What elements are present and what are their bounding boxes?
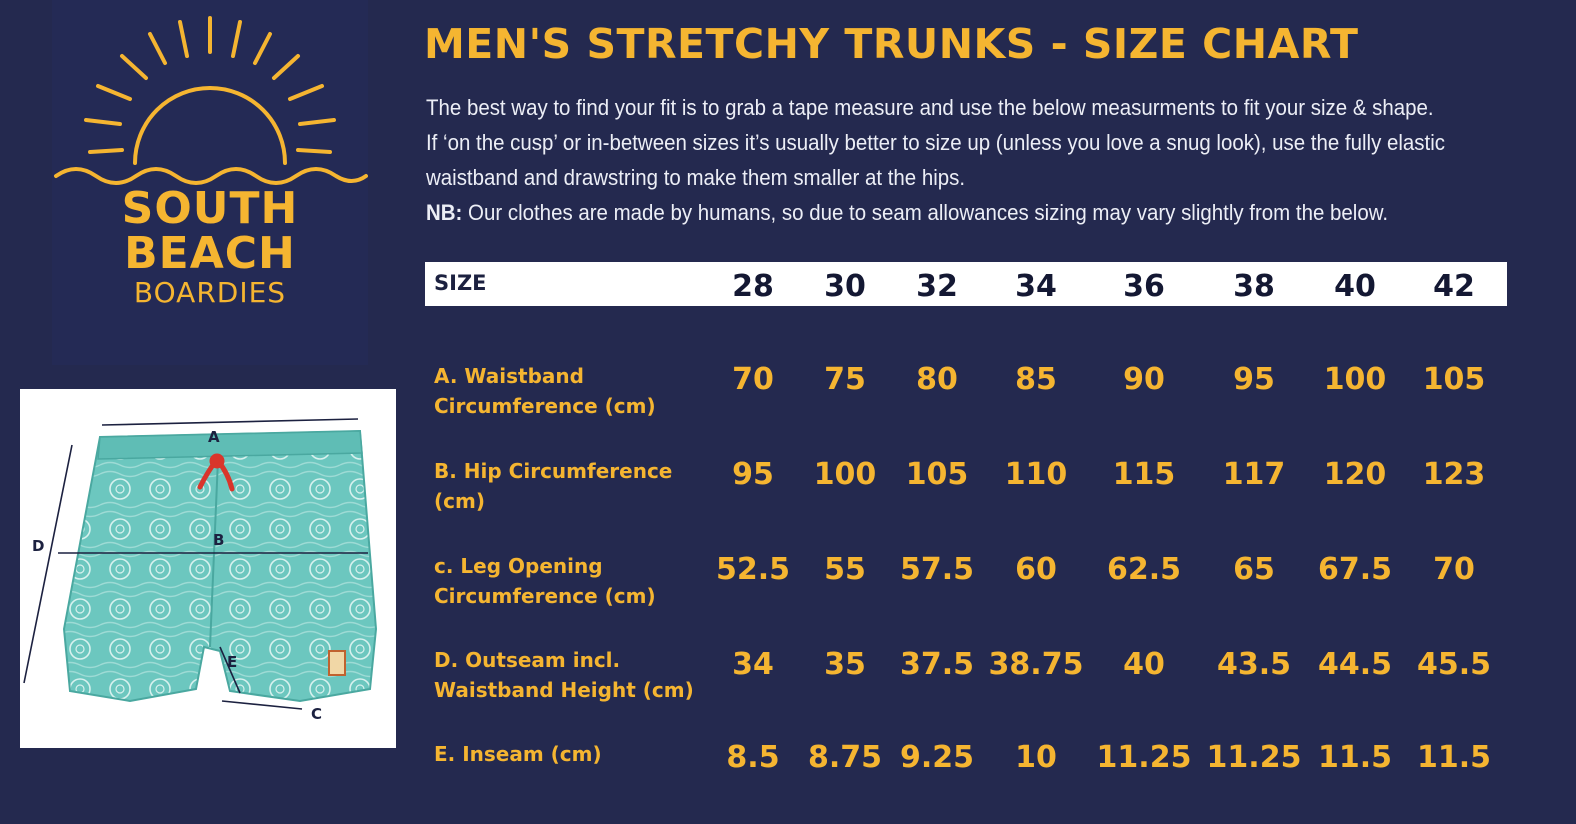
table-cell: 65: [1233, 552, 1275, 587]
table-cell: 115: [1112, 457, 1176, 492]
diagram-label-c: C: [311, 705, 323, 723]
table-cell: 11.5: [1317, 740, 1393, 775]
table-cell: 57.5: [899, 552, 975, 587]
table-cell: 52.5: [715, 552, 791, 587]
table-cell: 85: [1015, 362, 1057, 397]
table-cell: 105: [1422, 362, 1486, 397]
table-cell: 67.5: [1317, 552, 1393, 587]
table-cell: 62.5: [1106, 552, 1182, 587]
row-label-hip: B. Hip Circumference (cm): [434, 456, 714, 516]
size-40: 40: [1334, 269, 1376, 304]
row-label-waistband: A. Waistband Circumference (cm): [434, 361, 714, 421]
table-cell: 37.5: [899, 647, 975, 682]
row-label-line: Circumference (cm): [434, 394, 656, 418]
size-34: 34: [1015, 269, 1057, 304]
table-cell: 44.5: [1317, 647, 1393, 682]
row-label-line: A. Waistband: [434, 364, 584, 388]
measurement-diagram: A B C D E: [20, 389, 396, 748]
table-cell: 11.25: [1096, 740, 1192, 775]
table-cell: 40: [1123, 647, 1165, 682]
size-32: 32: [916, 269, 958, 304]
intro-text: The best way to find your fit is to grab…: [426, 90, 1486, 230]
table-cell: 100: [813, 457, 877, 492]
row-label-outseam: D. Outseam incl. Waistband Height (cm): [434, 645, 714, 705]
size-36: 36: [1123, 269, 1165, 304]
drawstring-icon: [197, 453, 235, 492]
table-cell: 8.75: [807, 740, 883, 775]
table-cell: 120: [1323, 457, 1387, 492]
row-label-leg-opening: c. Leg Opening Circumference (cm): [434, 551, 714, 611]
table-cell: 117: [1222, 457, 1286, 492]
nb-label: NB:: [426, 200, 463, 225]
table-cell: 100: [1323, 362, 1387, 397]
table-cell: 34: [732, 647, 774, 682]
table-cell: 9.25: [899, 740, 975, 775]
diagram-label-e: E: [227, 653, 238, 671]
size-42: 42: [1433, 269, 1475, 304]
table-cell: 80: [916, 362, 958, 397]
table-cell: 43.5: [1216, 647, 1292, 682]
table-cell: 70: [732, 362, 774, 397]
intro-note: NB: Our clothes are made by humans, so d…: [426, 195, 1486, 230]
table-cell: 110: [1004, 457, 1068, 492]
table-cell: 75: [824, 362, 866, 397]
table-cell: 45.5: [1416, 647, 1492, 682]
brand-logo: SOUTH BEACH BOARDIES: [52, 0, 368, 365]
table-cell: 70: [1433, 552, 1475, 587]
table-cell: 95: [732, 457, 774, 492]
brand-line-2: BEACH: [124, 228, 296, 279]
size-28: 28: [732, 269, 774, 304]
row-label-line: D. Outseam incl.: [434, 648, 621, 672]
diagram-label-b: B: [213, 531, 225, 549]
diagram-label-a: A: [208, 428, 220, 446]
intro-line-3: waistband and drawstring to make them sm…: [426, 165, 966, 190]
size-header-bar: SIZE 28 30 32 34 36 38 40 42: [425, 262, 1507, 306]
row-label-inseam: E. Inseam (cm): [434, 739, 714, 769]
intro-line-2: If ‘on the cusp’ or in-between sizes it’…: [426, 130, 1445, 155]
brand-line-3: BOARDIES: [133, 276, 287, 309]
table-cell: 38.75: [988, 647, 1084, 682]
sun-icon: [54, 16, 368, 185]
page-title: MEN'S STRETCHY TRUNKS - SIZE CHART: [424, 20, 1359, 68]
table-cell: 95: [1233, 362, 1275, 397]
intro-line-1: The best way to find your fit is to grab…: [426, 95, 1434, 120]
table-cell: 8.5: [726, 740, 780, 775]
row-label-line: c. Leg Opening: [434, 554, 603, 578]
size-header-label: SIZE: [434, 271, 487, 295]
table-cell: 90: [1123, 362, 1165, 397]
row-label-line: Circumference (cm): [434, 584, 656, 608]
table-cell: 11.25: [1206, 740, 1302, 775]
size-38: 38: [1233, 269, 1275, 304]
diagram-label-d: D: [32, 537, 45, 555]
size-30: 30: [824, 269, 866, 304]
table-cell: 11.5: [1416, 740, 1492, 775]
row-label-line: E. Inseam (cm): [434, 742, 602, 766]
row-label-line: Waistband Height (cm): [434, 678, 694, 702]
table-cell: 35: [824, 647, 866, 682]
brand-line-1: SOUTH: [121, 183, 299, 234]
table-cell: 10: [1015, 740, 1057, 775]
row-label-line: B. Hip Circumference: [434, 459, 673, 483]
table-cell: 60: [1015, 552, 1057, 587]
table-cell: 123: [1422, 457, 1486, 492]
row-label-line: (cm): [434, 489, 485, 513]
table-cell: 55: [824, 552, 866, 587]
nb-text: Our clothes are made by humans, so due t…: [462, 200, 1389, 225]
shorts-illustration: [23, 418, 378, 710]
table-cell: 105: [905, 457, 969, 492]
